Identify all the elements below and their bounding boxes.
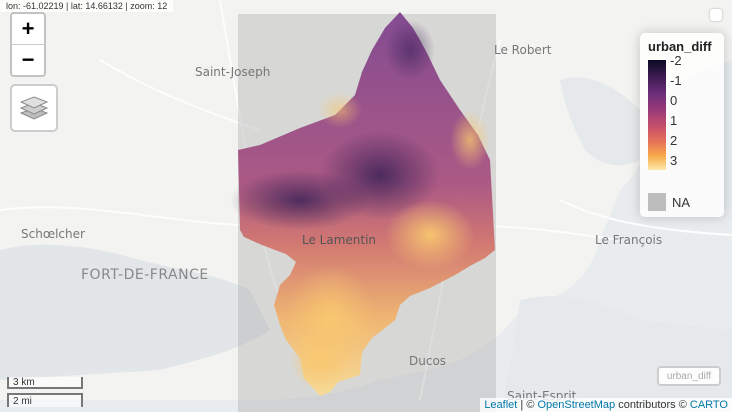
legend-tick [666, 140, 670, 141]
layers-button[interactable] [10, 84, 58, 132]
legend-label: -1 [670, 73, 682, 88]
legend-tick [666, 80, 670, 81]
legend-gradient [648, 60, 666, 170]
scale-metric: 3 km [7, 377, 83, 389]
legend-label: 2 [670, 133, 678, 148]
attribution: Leaflet | © OpenStreetMap contributors ©… [480, 398, 732, 412]
zoom-in-button[interactable]: + [21, 16, 35, 41]
na-label: NA [672, 194, 691, 210]
legend-colorbar: -2 -1 0 1 2 3 [648, 54, 716, 170]
layer-toggle-button[interactable]: urban_diff [657, 366, 721, 386]
carto-link[interactable]: CARTO [689, 399, 728, 411]
attribution-sep: | © [517, 399, 538, 411]
scale-imperial: 2 mi [7, 393, 83, 407]
place-le-francois: Le François [595, 233, 663, 247]
place-saint-joseph: Saint-Joseph [195, 65, 271, 79]
zoom-control: + − [10, 12, 46, 77]
urban-diff-raster [230, 12, 495, 396]
legend-title: urban_diff [648, 39, 712, 54]
bay-east [560, 77, 640, 166]
legend-label: 1 [670, 113, 678, 128]
bay-west [0, 244, 270, 380]
legend-tick [666, 100, 670, 101]
attribution-contrib: contributors © [615, 399, 690, 411]
place-fort-de-france: FORT-DE-FRANCE [81, 267, 209, 283]
legend-label: -2 [670, 53, 682, 68]
zoom-out-button[interactable]: − [12, 44, 44, 75]
road-network [0, 0, 732, 401]
place-ducos: Ducos [409, 354, 447, 368]
legend: urban_diff -2 -1 0 1 2 3 NA [640, 33, 724, 217]
legend-tick [666, 120, 670, 121]
coordinate-readout: lon: -61.02219 | lat: 14.66132 | zoom: 1… [0, 0, 174, 12]
legend-na: NA [648, 193, 690, 211]
place-le-robert: Le Robert [494, 43, 552, 57]
legend-tick [666, 160, 670, 161]
leaflet-link[interactable]: Leaflet [484, 399, 518, 411]
na-swatch [648, 193, 666, 211]
legend-label: 0 [670, 93, 678, 108]
legend-label: 3 [670, 153, 678, 168]
osm-link[interactable]: OpenStreetMap [537, 399, 616, 411]
layers-icon [19, 96, 49, 120]
fullscreen-button[interactable] [710, 9, 722, 21]
place-le-lamentin: Le Lamentin [302, 233, 377, 247]
place-schoelcher: Schœlcher [21, 227, 85, 241]
legend-tick [666, 60, 670, 61]
